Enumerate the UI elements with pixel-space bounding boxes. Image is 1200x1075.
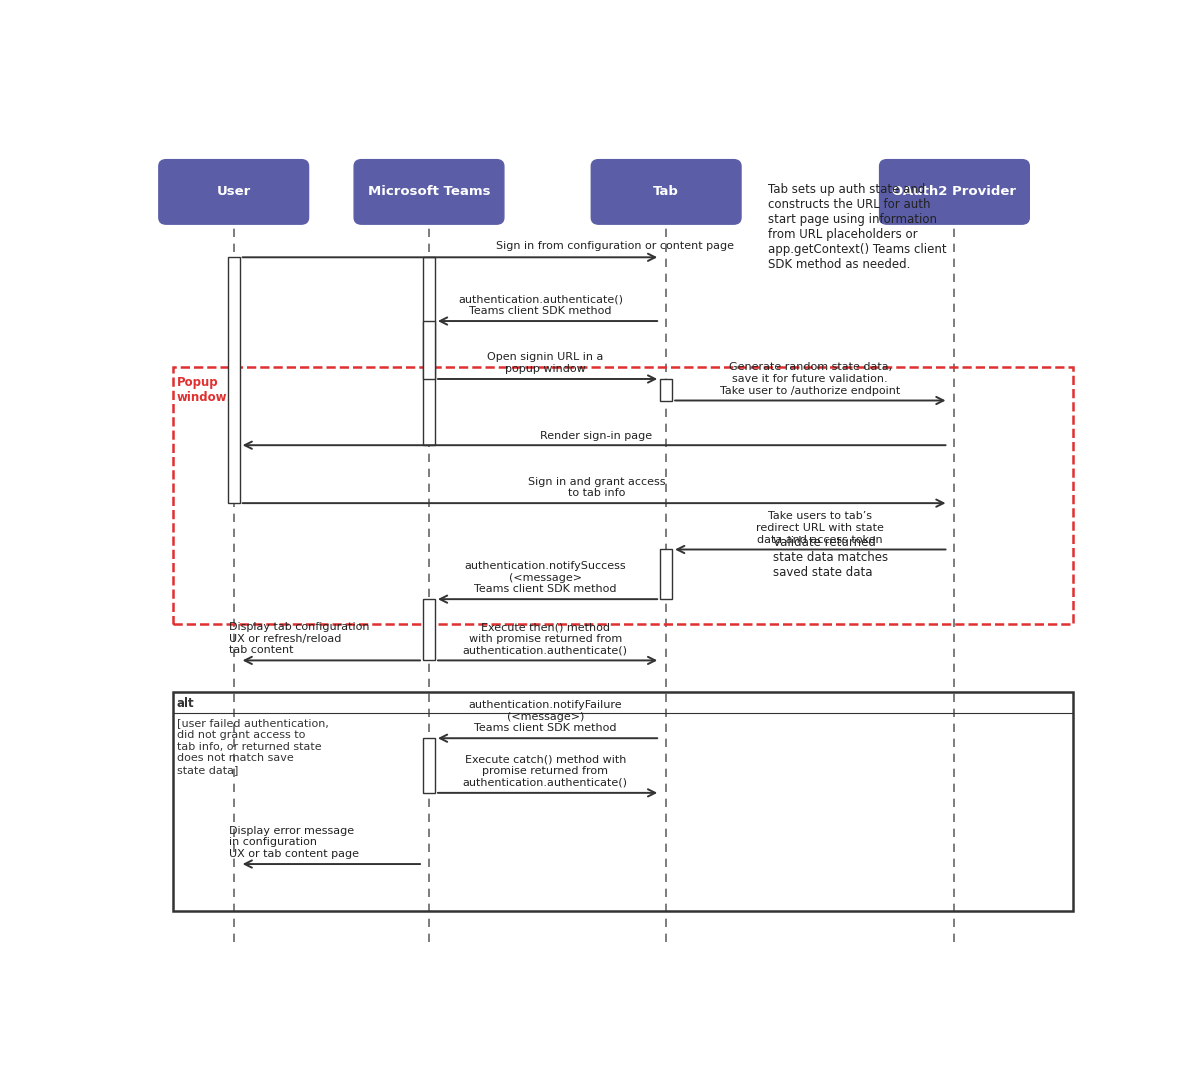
Text: Execute catch() method with
promise returned from
authentication.authenticate(): Execute catch() method with promise retu… [463, 755, 628, 788]
Text: Display error message
in configuration
UX or tab content page: Display error message in configuration U… [229, 826, 359, 859]
Text: [user failed authentication,
did not grant access to
tab info, or returned state: [user failed authentication, did not gra… [176, 718, 329, 775]
Text: alt: alt [176, 697, 194, 710]
Text: Open signin URL in a
popup window: Open signin URL in a popup window [487, 353, 604, 374]
Text: Sign in from configuration or content page: Sign in from configuration or content pa… [496, 241, 734, 250]
Text: Popup
window: Popup window [176, 375, 228, 404]
Text: Validate returned
state data matches
saved state data: Validate returned state data matches sav… [773, 536, 888, 579]
Bar [422, 321, 436, 379]
Text: Microsoft Teams: Microsoft Teams [367, 185, 491, 199]
Text: authentication.authenticate()
Teams client SDK method: authentication.authenticate() Teams clie… [458, 295, 623, 316]
Text: Generate random state data,
save it for future validation.
Take user to /authori: Generate random state data, save it for … [720, 362, 900, 396]
Text: Take users to tab’s
redirect URL with state
data and access token: Take users to tab’s redirect URL with st… [756, 512, 883, 545]
Text: OAuth2 Provider: OAuth2 Provider [893, 185, 1016, 199]
Bar [660, 549, 672, 599]
Text: authentication.notifyFailure
(<message>)
Teams client SDK method: authentication.notifyFailure (<message>)… [468, 700, 622, 733]
Text: Display tab configuration
UX or refresh/reload
tab content: Display tab configuration UX or refresh/… [229, 622, 370, 656]
Text: Render sign-in page: Render sign-in page [540, 431, 653, 441]
Bar [422, 739, 436, 793]
Text: Tab sets up auth state and
constructs the URL for auth
start page using informat: Tab sets up auth state and constructs th… [768, 183, 947, 271]
FancyBboxPatch shape [158, 159, 308, 225]
Bar [660, 379, 672, 401]
Bar [422, 599, 436, 660]
Text: Tab: Tab [653, 185, 679, 199]
FancyBboxPatch shape [592, 159, 742, 225]
FancyBboxPatch shape [354, 159, 504, 225]
Text: Sign in and grant access
to tab info: Sign in and grant access to tab info [528, 476, 665, 498]
Bar [173, 368, 1073, 624]
Text: User: User [216, 185, 251, 199]
Text: authentication.notifySuccess
(<message>
Teams client SDK method: authentication.notifySuccess (<message> … [464, 561, 626, 594]
Bar [422, 257, 436, 445]
Bar [228, 257, 240, 503]
Text: Execute then() method
with promise returned from
authentication.authenticate(): Execute then() method with promise retur… [463, 622, 628, 656]
FancyBboxPatch shape [880, 159, 1030, 225]
Bar [173, 692, 1073, 912]
